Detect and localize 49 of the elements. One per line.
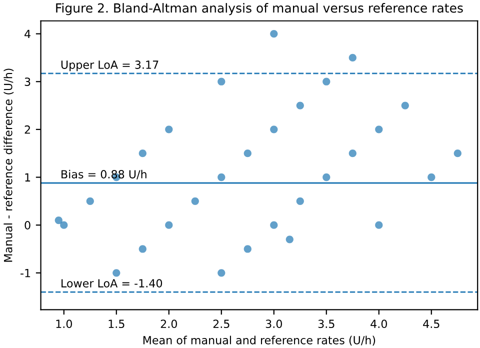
point <box>296 197 304 205</box>
point <box>138 150 146 158</box>
x-tick-label: 3.5 <box>318 320 334 328</box>
point <box>270 126 278 134</box>
point <box>348 54 356 62</box>
point <box>191 197 199 205</box>
point <box>244 245 252 253</box>
point <box>270 221 278 229</box>
point <box>165 126 173 134</box>
x-tick-label: 4.5 <box>423 320 440 328</box>
point <box>165 221 173 229</box>
point <box>322 78 330 86</box>
point <box>218 269 226 277</box>
x-tick-label: 4.0 <box>370 320 387 328</box>
y-tick-label: 3 <box>24 78 30 86</box>
point <box>60 221 68 229</box>
x-tick-label: 3.0 <box>266 320 282 328</box>
y-tick-label: 4 <box>24 30 30 38</box>
point <box>348 150 356 158</box>
point <box>322 173 330 182</box>
ref-line-label: Upper LoA = 3.17 <box>61 60 158 72</box>
point <box>54 216 62 224</box>
chart-title: Figure 2. Bland-Altman analysis of manual versus reference rates <box>56 3 463 16</box>
point <box>218 78 226 86</box>
point <box>270 30 278 38</box>
x-tick-label: 1.5 <box>108 320 124 328</box>
point <box>112 269 120 277</box>
y-axis-title: Manual - reference difference (U/h) <box>4 68 14 262</box>
ref-line-label: Lower LoA = -1.40 <box>62 279 162 288</box>
point <box>244 150 252 158</box>
point <box>138 245 146 253</box>
point <box>454 150 462 158</box>
x-tick-label: 2.5 <box>213 320 230 328</box>
point <box>86 197 94 205</box>
x-tick-label: 1.0 <box>56 320 72 328</box>
point <box>401 102 409 110</box>
y-tick-label: 0 <box>24 221 30 230</box>
point <box>428 173 436 182</box>
y-tick-label: 2 <box>24 125 30 134</box>
point <box>286 236 294 244</box>
x-axis-title: Mean of manual and reference rates (U/h) <box>143 336 376 346</box>
x-tick-label: 2.0 <box>160 320 177 328</box>
y-tick-label: 1 <box>25 173 30 182</box>
point <box>375 126 383 134</box>
ref-line-label: Bias = 0.88 U/h <box>62 170 146 180</box>
point <box>296 102 304 110</box>
y-tick-label: -1 <box>20 269 30 278</box>
point <box>218 173 226 182</box>
point <box>375 221 383 229</box>
